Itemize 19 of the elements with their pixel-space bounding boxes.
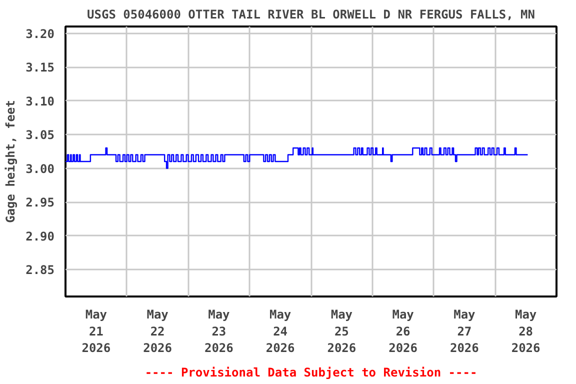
y-tick-label: 3.10 [26, 94, 55, 108]
y-tick-label: 3.05 [26, 128, 55, 142]
x-tick-label: May 25 2026 [327, 308, 356, 356]
y-tick-label: 2.95 [26, 196, 55, 210]
x-tick-label: May 22 2026 [143, 308, 172, 356]
x-tick-label: May 26 2026 [388, 308, 418, 356]
x-tick-label: May 28 2026 [511, 308, 540, 356]
x-tick-label: May 24 2026 [266, 308, 295, 356]
x-tick-label: May 23 2026 [204, 308, 234, 356]
y-tick-label: 2.90 [26, 229, 55, 244]
y-tick-label: 3.00 [26, 162, 55, 176]
y-tick-label: 3.20 [26, 26, 55, 41]
y-tick-label: 3.15 [26, 60, 55, 74]
y-tick-label: 2.85 [26, 263, 55, 277]
text: ---- Provisional Data Subject to Revision ---- [144, 366, 478, 380]
chart-title: USGS 05046000 OTTER TAIL RIVER BL ORWELL D NR FERGUS FALLS, MN [87, 8, 535, 22]
x-tick-label: May 27 2026 [450, 308, 479, 356]
x-tick-label: May 21 2026 [82, 308, 111, 356]
y-axis-title: Gage height, feet [4, 100, 18, 223]
